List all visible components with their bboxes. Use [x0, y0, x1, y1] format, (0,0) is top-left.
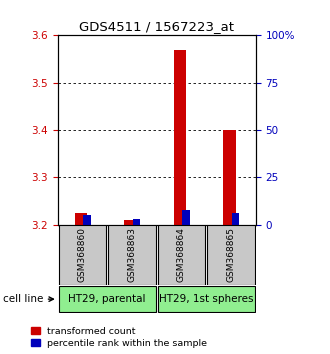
Title: GDS4511 / 1567223_at: GDS4511 / 1567223_at	[79, 20, 234, 33]
Bar	[59, 225, 106, 285]
Bar	[133, 219, 140, 225]
Text: GSM368863: GSM368863	[127, 227, 137, 282]
Bar	[232, 213, 239, 225]
Bar	[207, 225, 255, 285]
Legend: transformed count, percentile rank within the sample: transformed count, percentile rank withi…	[31, 327, 207, 348]
Bar	[223, 130, 236, 225]
Bar	[83, 215, 91, 225]
Bar	[158, 225, 205, 285]
Text: HT29, parental: HT29, parental	[69, 294, 146, 304]
Text: HT29, 1st spheres: HT29, 1st spheres	[159, 294, 253, 304]
Text: GSM368860: GSM368860	[78, 227, 87, 282]
Bar	[75, 213, 87, 225]
Bar	[174, 50, 186, 225]
Text: GSM368864: GSM368864	[177, 227, 186, 282]
Bar	[182, 210, 190, 225]
Bar	[108, 225, 156, 285]
Bar	[59, 286, 156, 312]
Bar	[124, 220, 137, 225]
Bar	[158, 286, 255, 312]
Text: cell line: cell line	[3, 294, 44, 304]
Text: GSM368865: GSM368865	[226, 227, 236, 282]
